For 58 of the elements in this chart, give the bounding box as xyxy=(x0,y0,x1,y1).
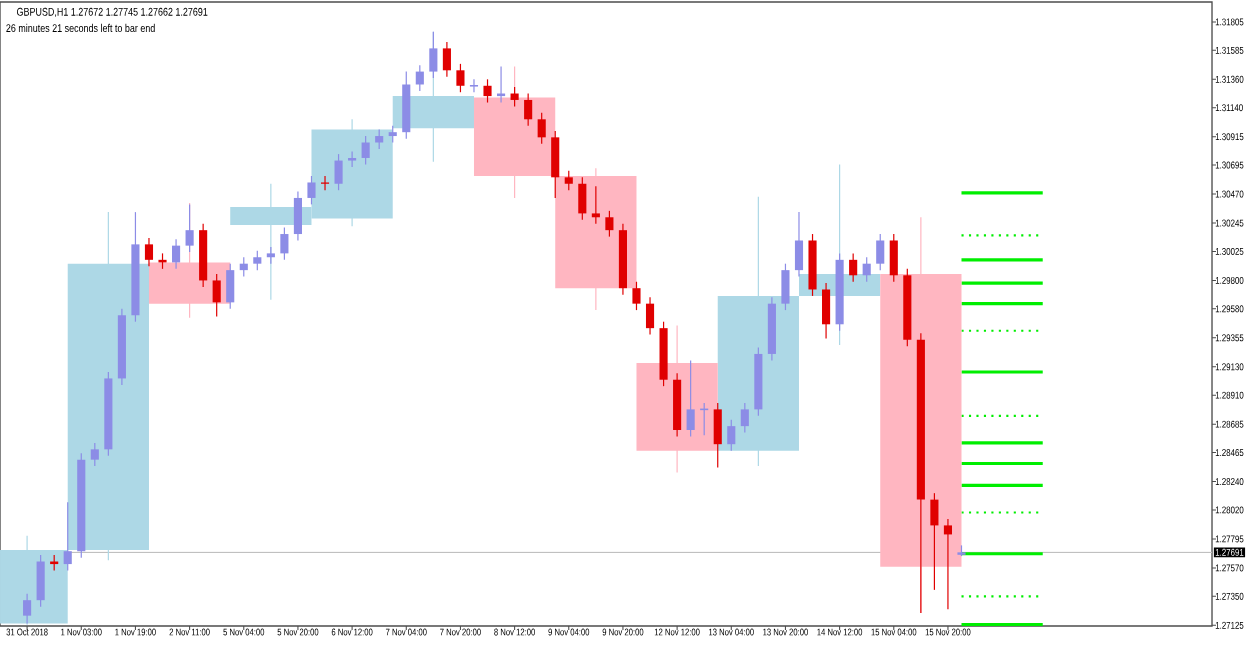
candlestick xyxy=(253,250,262,271)
candlestick xyxy=(36,554,45,608)
candlestick xyxy=(849,252,858,283)
candlestick xyxy=(930,492,939,591)
candlestick xyxy=(632,281,641,311)
candlestick xyxy=(537,112,546,145)
candlestick xyxy=(943,518,953,610)
candlestick xyxy=(876,233,885,271)
candlestick xyxy=(104,371,113,457)
candlestick xyxy=(293,190,302,242)
candlestick xyxy=(781,263,790,311)
candlestick xyxy=(483,78,492,104)
candlestick xyxy=(226,263,235,310)
candlestick xyxy=(524,92,533,127)
candlestick xyxy=(77,452,86,559)
candlestick xyxy=(659,321,668,387)
candlestick xyxy=(280,226,289,261)
candlestick xyxy=(605,210,614,238)
candlestick xyxy=(199,223,208,288)
candlestick xyxy=(862,256,871,283)
candlestick xyxy=(131,211,140,323)
candlestick xyxy=(307,175,316,205)
candlestick xyxy=(320,175,330,191)
candlestick xyxy=(375,129,384,150)
candlestick xyxy=(889,233,898,283)
candlestick xyxy=(578,176,587,221)
candlestick xyxy=(551,130,560,199)
candlestick xyxy=(348,150,357,168)
candlestick xyxy=(740,402,749,434)
candlestick xyxy=(645,296,655,336)
candlestick xyxy=(822,282,831,340)
candlestick xyxy=(144,237,154,267)
candlestick xyxy=(754,346,763,417)
candlestick xyxy=(90,442,99,467)
candlestick xyxy=(334,153,343,191)
candlestick xyxy=(469,78,479,93)
candlestick xyxy=(794,211,804,278)
candlestick xyxy=(402,70,411,140)
candlestick xyxy=(117,308,126,386)
candlestick xyxy=(808,233,817,297)
candlestick xyxy=(903,268,912,347)
candlestick xyxy=(510,86,519,107)
candlestick xyxy=(564,170,573,191)
candlestick xyxy=(415,64,424,92)
candlestick xyxy=(266,246,275,265)
candlestick xyxy=(618,223,627,296)
candlestick xyxy=(591,185,600,225)
candlestick xyxy=(767,296,776,361)
candlestick xyxy=(727,419,736,452)
candlestick xyxy=(361,135,370,166)
candlestick xyxy=(442,41,451,78)
candlestick xyxy=(686,359,695,438)
candlestick xyxy=(212,273,221,318)
candlestick xyxy=(63,501,72,572)
candlestick xyxy=(456,63,465,93)
candlestick xyxy=(239,256,248,278)
candlestick xyxy=(172,238,181,270)
candlestick xyxy=(713,402,722,468)
